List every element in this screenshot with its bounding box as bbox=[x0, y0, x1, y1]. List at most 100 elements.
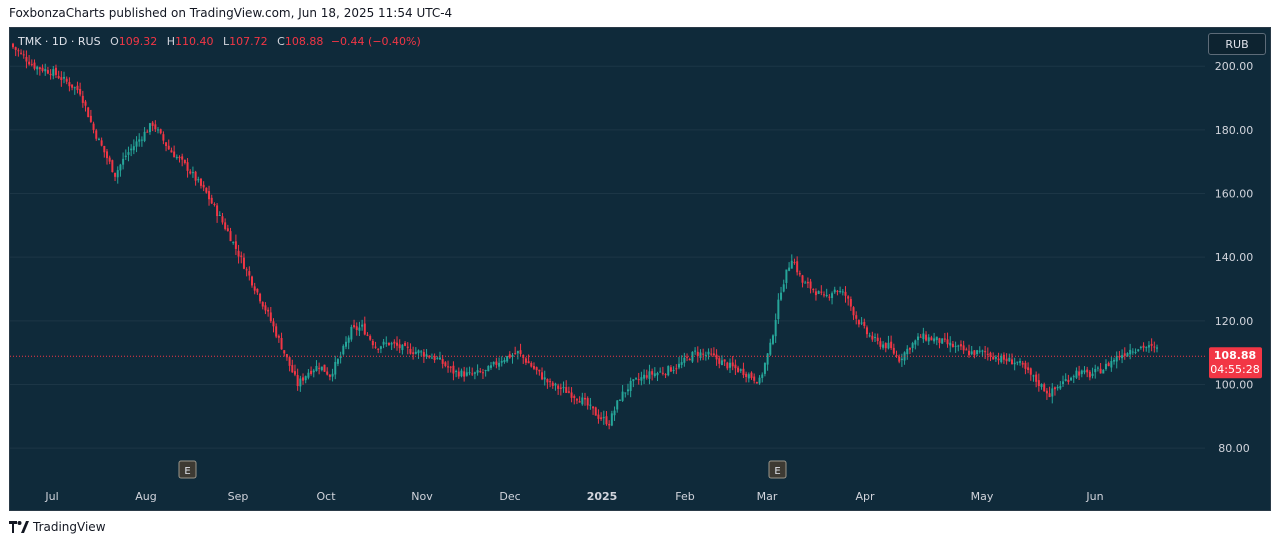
candle-body bbox=[922, 333, 925, 340]
candle-body bbox=[175, 156, 178, 159]
candle-body bbox=[793, 262, 796, 264]
candle-body bbox=[1070, 377, 1073, 381]
candle-body bbox=[847, 296, 850, 299]
candle-body bbox=[629, 380, 632, 391]
candle-body bbox=[734, 364, 737, 369]
candle-body bbox=[167, 145, 170, 150]
candle-body bbox=[283, 350, 286, 354]
close-value: 108.88 bbox=[284, 35, 324, 48]
candle-body bbox=[527, 361, 530, 364]
candle-body bbox=[331, 373, 334, 377]
candle-body bbox=[245, 269, 248, 271]
candle-body bbox=[38, 67, 41, 70]
candle-body bbox=[514, 353, 517, 355]
candle-body bbox=[44, 69, 47, 72]
candle-body bbox=[887, 342, 890, 349]
candle-body bbox=[865, 327, 868, 335]
candle-body bbox=[363, 323, 366, 335]
candle-body bbox=[691, 351, 694, 362]
candle-body bbox=[116, 170, 119, 178]
candle-body bbox=[165, 142, 168, 147]
candle-body bbox=[81, 95, 84, 103]
candle-body bbox=[1016, 361, 1019, 363]
candle-body bbox=[1123, 353, 1126, 356]
candle-body bbox=[12, 43, 14, 48]
candle-body bbox=[1131, 351, 1134, 353]
candle-body bbox=[490, 365, 493, 368]
x-tick-label: Jun bbox=[1085, 490, 1103, 503]
candle-body bbox=[33, 62, 36, 69]
candle-body bbox=[763, 363, 766, 374]
candle-body bbox=[1096, 367, 1099, 369]
candle-body bbox=[455, 370, 458, 372]
candle-body bbox=[1134, 351, 1137, 353]
x-tick-label: Jul bbox=[44, 490, 58, 503]
currency-button[interactable]: RUB bbox=[1208, 33, 1266, 55]
candle-body bbox=[1027, 367, 1030, 371]
candle-body bbox=[892, 347, 895, 354]
candle-body bbox=[1056, 386, 1059, 389]
candle-body bbox=[643, 374, 646, 379]
symbol-label: TMK · 1D · RUS bbox=[18, 35, 101, 48]
candle-body bbox=[457, 371, 460, 377]
candle-body bbox=[259, 293, 262, 302]
candle-body bbox=[347, 337, 350, 343]
candle-body bbox=[293, 371, 296, 375]
candle-body bbox=[130, 148, 133, 151]
tradingview-footer[interactable]: TradingView bbox=[9, 520, 106, 534]
candle-body bbox=[71, 84, 74, 88]
candle-body bbox=[938, 338, 941, 343]
candle-body bbox=[272, 321, 275, 327]
candle-body bbox=[769, 342, 772, 355]
candle-body bbox=[1013, 362, 1016, 365]
candle-body bbox=[968, 350, 971, 356]
candle-body bbox=[731, 362, 734, 367]
candle-body bbox=[694, 350, 697, 352]
candle-body bbox=[17, 50, 20, 52]
x-tick-label: Nov bbox=[411, 490, 433, 503]
publisher-attribution: FoxbonzaCharts published on TradingView.… bbox=[9, 6, 453, 20]
candle-body bbox=[291, 365, 294, 373]
candle-body bbox=[358, 327, 361, 331]
candle-body bbox=[637, 379, 640, 381]
candle-body bbox=[1072, 376, 1075, 378]
close-label: C bbox=[277, 35, 285, 48]
candle-body bbox=[463, 371, 466, 377]
candlestick-chart[interactable]: 80.00 100.00 120.00 140.00 160.00 180.00 200.0… bbox=[10, 28, 1270, 510]
candle-body bbox=[508, 354, 511, 358]
candle-body bbox=[1078, 371, 1081, 376]
y-tick-label: 180.00 bbox=[1215, 124, 1254, 137]
candle-body bbox=[530, 363, 533, 367]
candle-body bbox=[667, 366, 670, 376]
candle-body bbox=[524, 358, 527, 363]
candle-body bbox=[441, 359, 444, 364]
candle-body bbox=[484, 369, 487, 371]
candle-body bbox=[1008, 357, 1011, 362]
candle-body bbox=[737, 367, 740, 373]
candle-body bbox=[661, 372, 664, 374]
candle-body bbox=[890, 341, 893, 348]
x-tick-label: Dec bbox=[499, 490, 520, 503]
candle-body bbox=[471, 373, 474, 375]
candle-body bbox=[159, 129, 162, 134]
footer-brand: TradingView bbox=[33, 520, 106, 534]
candle-body bbox=[962, 345, 965, 351]
chart-frame bbox=[9, 27, 1271, 511]
candle-body bbox=[277, 335, 280, 338]
candle-body bbox=[559, 387, 562, 389]
candle-body bbox=[449, 366, 452, 368]
candle-body bbox=[84, 101, 87, 106]
candle-body bbox=[481, 372, 484, 374]
candle-body bbox=[253, 286, 256, 291]
candle-body bbox=[659, 371, 662, 373]
candle-body bbox=[285, 354, 288, 358]
candle-body bbox=[984, 351, 987, 353]
candle-body bbox=[1080, 370, 1083, 375]
candle-body bbox=[806, 281, 809, 284]
candle-body bbox=[296, 375, 299, 387]
candle-body bbox=[148, 123, 151, 133]
candle-body bbox=[651, 371, 654, 375]
candle-body bbox=[608, 423, 611, 426]
candle-body bbox=[1091, 373, 1094, 376]
candle-body bbox=[1032, 375, 1035, 377]
